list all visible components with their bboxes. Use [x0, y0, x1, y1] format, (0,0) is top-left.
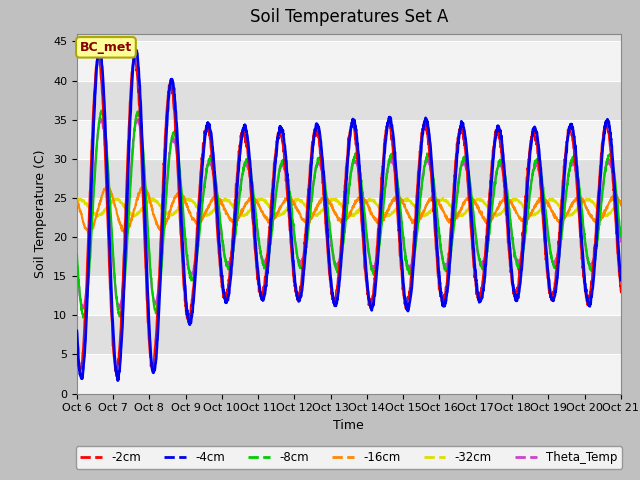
-4cm — [617, 277, 625, 283]
Theta_Temp — [73, 259, 81, 265]
-32cm — [174, 206, 182, 212]
Theta_Temp — [222, 256, 230, 262]
-2cm — [355, 172, 362, 178]
-4cm — [95, 46, 103, 51]
-4cm — [411, 239, 419, 245]
-4cm — [511, 291, 518, 297]
-4cm — [222, 300, 230, 305]
-16cm — [411, 219, 419, 225]
Bar — [77, 354, 621, 394]
-32cm — [411, 203, 419, 209]
-2cm — [113, 368, 121, 374]
-16cm — [511, 206, 518, 212]
-16cm — [73, 194, 81, 200]
-8cm — [73, 252, 81, 257]
-32cm — [593, 206, 601, 212]
Bar — [77, 34, 621, 41]
Line: -2cm: -2cm — [77, 53, 621, 371]
Theta_Temp — [411, 240, 419, 245]
X-axis label: Time: Time — [333, 419, 364, 432]
-16cm — [222, 207, 230, 213]
Theta_Temp — [175, 164, 182, 169]
-16cm — [175, 192, 182, 197]
-8cm — [411, 249, 419, 254]
Line: -4cm: -4cm — [77, 48, 621, 381]
Y-axis label: Soil Temperature (C): Soil Temperature (C) — [35, 149, 47, 278]
Line: -8cm: -8cm — [77, 110, 621, 318]
-32cm — [511, 195, 518, 201]
-8cm — [98, 108, 106, 113]
-32cm — [354, 208, 362, 214]
-8cm — [222, 259, 230, 265]
-4cm — [114, 378, 122, 384]
Bar — [77, 237, 621, 276]
-2cm — [73, 346, 81, 351]
-2cm — [411, 216, 419, 221]
Line: Theta_Temp: Theta_Temp — [77, 119, 621, 310]
-32cm — [439, 195, 447, 201]
Bar — [77, 159, 621, 198]
Line: -16cm: -16cm — [77, 187, 621, 234]
Bar — [77, 41, 621, 81]
-8cm — [593, 239, 601, 244]
-4cm — [73, 328, 81, 334]
-16cm — [138, 184, 146, 190]
-2cm — [175, 189, 182, 195]
Bar — [77, 276, 621, 315]
Theta_Temp — [355, 167, 362, 172]
Theta_Temp — [97, 116, 105, 121]
-16cm — [593, 219, 601, 225]
-4cm — [593, 224, 601, 229]
Line: -32cm: -32cm — [77, 198, 621, 216]
Theta_Temp — [617, 239, 625, 244]
-32cm — [73, 197, 81, 203]
Legend: -2cm, -4cm, -8cm, -16cm, -32cm, Theta_Temp: -2cm, -4cm, -8cm, -16cm, -32cm, Theta_Te… — [76, 446, 622, 469]
-2cm — [617, 289, 625, 295]
-16cm — [617, 202, 625, 208]
Theta_Temp — [115, 307, 122, 313]
-8cm — [355, 159, 362, 165]
-32cm — [383, 214, 391, 219]
-2cm — [593, 199, 601, 205]
-2cm — [511, 293, 518, 299]
Bar — [77, 198, 621, 237]
Bar — [77, 120, 621, 159]
-16cm — [355, 197, 362, 203]
Bar — [77, 315, 621, 354]
-8cm — [79, 315, 87, 321]
Bar — [77, 81, 621, 120]
-8cm — [175, 154, 182, 160]
-16cm — [84, 231, 92, 237]
-2cm — [222, 293, 230, 299]
-4cm — [175, 159, 182, 165]
Title: Soil Temperatures Set A: Soil Temperatures Set A — [250, 9, 448, 26]
Text: BC_met: BC_met — [80, 41, 132, 54]
-32cm — [221, 198, 229, 204]
Theta_Temp — [593, 229, 601, 235]
-8cm — [511, 251, 518, 256]
-2cm — [130, 50, 138, 56]
-8cm — [617, 233, 625, 239]
-32cm — [617, 198, 625, 204]
Theta_Temp — [511, 254, 518, 260]
-4cm — [355, 151, 362, 157]
